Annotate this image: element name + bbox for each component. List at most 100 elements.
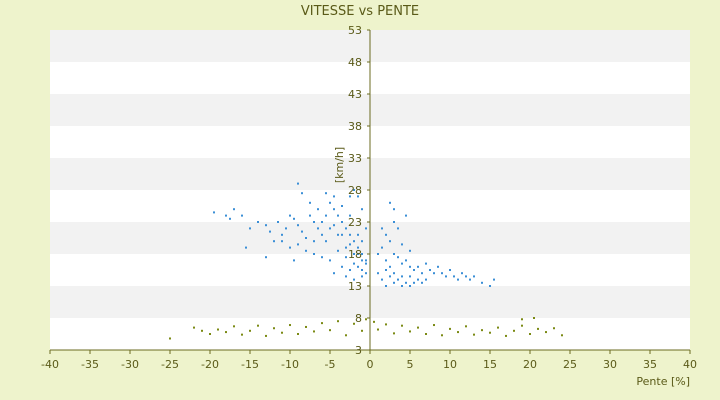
scatter-point bbox=[361, 259, 363, 262]
scatter-point bbox=[361, 253, 363, 255]
scatter-point bbox=[481, 329, 483, 332]
scatter-point bbox=[417, 326, 419, 329]
scatter-point bbox=[361, 208, 363, 211]
scatter-point bbox=[397, 227, 399, 230]
scatter-point bbox=[489, 285, 491, 287]
scatter-point bbox=[329, 227, 331, 230]
scatter-point bbox=[385, 259, 387, 262]
scatter-point bbox=[349, 243, 351, 246]
scatter-point bbox=[405, 259, 407, 262]
y-tick-label: 33 bbox=[348, 152, 362, 165]
scatter-point bbox=[389, 265, 391, 268]
scatter-point bbox=[301, 192, 303, 195]
x-tick-label: 15 bbox=[483, 358, 497, 371]
scatter-point bbox=[337, 320, 339, 323]
scatter-point bbox=[273, 327, 275, 330]
x-tick-label: 5 bbox=[407, 358, 414, 371]
scatter-point bbox=[401, 262, 403, 265]
scatter-point bbox=[377, 272, 379, 275]
x-tick-label: -40 bbox=[41, 358, 59, 371]
scatter-point bbox=[521, 324, 523, 327]
y-tick-label: 23 bbox=[348, 216, 362, 229]
scatter-point bbox=[333, 195, 335, 198]
scatter-point bbox=[561, 334, 563, 337]
scatter-point bbox=[337, 214, 339, 217]
scatter-point bbox=[409, 275, 411, 278]
x-tick-label: -5 bbox=[325, 358, 336, 371]
scatter-point bbox=[241, 333, 243, 336]
scatter-point bbox=[389, 240, 391, 243]
scatter-point bbox=[281, 331, 283, 334]
scatter-point bbox=[321, 256, 323, 259]
scatter-point bbox=[397, 256, 399, 259]
scatter-point bbox=[233, 208, 235, 211]
scatter-point bbox=[313, 330, 315, 333]
scatter-point bbox=[445, 275, 447, 278]
scatter-point bbox=[265, 256, 267, 259]
y-tick-label: 38 bbox=[348, 120, 362, 133]
scatter-point bbox=[465, 275, 467, 278]
data-points bbox=[169, 182, 563, 340]
scatter-point bbox=[545, 331, 547, 334]
scatter-point bbox=[349, 269, 351, 271]
scatter-point bbox=[345, 334, 347, 337]
scatter-point bbox=[193, 326, 195, 329]
scatter-point bbox=[265, 334, 267, 337]
scatter-point bbox=[345, 275, 347, 278]
scatter-point bbox=[489, 331, 491, 334]
y-axis-label: [km/h] bbox=[333, 147, 346, 183]
scatter-point bbox=[357, 265, 359, 268]
scatter-point bbox=[305, 325, 307, 328]
scatter-point bbox=[353, 262, 355, 265]
scatter-point bbox=[473, 275, 475, 278]
scatter-point bbox=[417, 265, 419, 268]
scatter-point bbox=[353, 189, 355, 191]
scatter-point bbox=[317, 227, 319, 230]
x-tick-label: 35 bbox=[643, 358, 657, 371]
y-tick-label: 43 bbox=[348, 88, 362, 101]
scatter-point bbox=[409, 249, 411, 252]
scatter-point bbox=[289, 214, 291, 217]
scatter-point bbox=[421, 281, 423, 284]
scatter-point bbox=[337, 233, 339, 236]
scatter-point bbox=[341, 265, 343, 268]
x-tick-label: 20 bbox=[523, 358, 537, 371]
scatter-point bbox=[365, 318, 367, 321]
scatter-point bbox=[521, 318, 523, 321]
scatter-point bbox=[361, 329, 363, 332]
y-tick-label: 13 bbox=[348, 280, 362, 293]
scatter-point bbox=[433, 272, 435, 275]
scatter-point bbox=[393, 221, 395, 223]
scatter-point bbox=[381, 227, 383, 230]
scatter-point bbox=[381, 278, 383, 281]
scatter-point bbox=[345, 246, 347, 249]
scatter-point bbox=[361, 269, 363, 271]
scatter-point bbox=[365, 259, 367, 262]
scatter-point bbox=[405, 214, 407, 217]
scatter-point bbox=[513, 329, 515, 332]
scatter-point bbox=[453, 275, 455, 278]
scatter-point bbox=[365, 272, 367, 275]
scatter-point bbox=[357, 246, 359, 249]
scatter-point bbox=[213, 211, 215, 214]
scatter-point bbox=[461, 272, 463, 275]
scatter-point bbox=[329, 201, 331, 204]
scatter-point bbox=[209, 333, 211, 335]
scatter-point bbox=[449, 269, 451, 271]
y-tick-label: 18 bbox=[348, 248, 362, 261]
scatter-point bbox=[465, 325, 467, 328]
scatter-point bbox=[353, 240, 355, 243]
scatter-point bbox=[497, 326, 499, 329]
scatter-point bbox=[365, 227, 367, 230]
scatter-point bbox=[457, 278, 459, 281]
scatter-point bbox=[305, 237, 307, 239]
scatter-point bbox=[297, 243, 299, 246]
x-tick-label: -20 bbox=[201, 358, 219, 371]
scatter-point bbox=[389, 201, 391, 204]
scatter-point bbox=[401, 324, 403, 327]
scatter-point bbox=[349, 195, 351, 198]
scatter-point bbox=[537, 327, 539, 330]
x-tick-label: 40 bbox=[683, 358, 697, 371]
x-tick-label: 0 bbox=[367, 358, 374, 371]
